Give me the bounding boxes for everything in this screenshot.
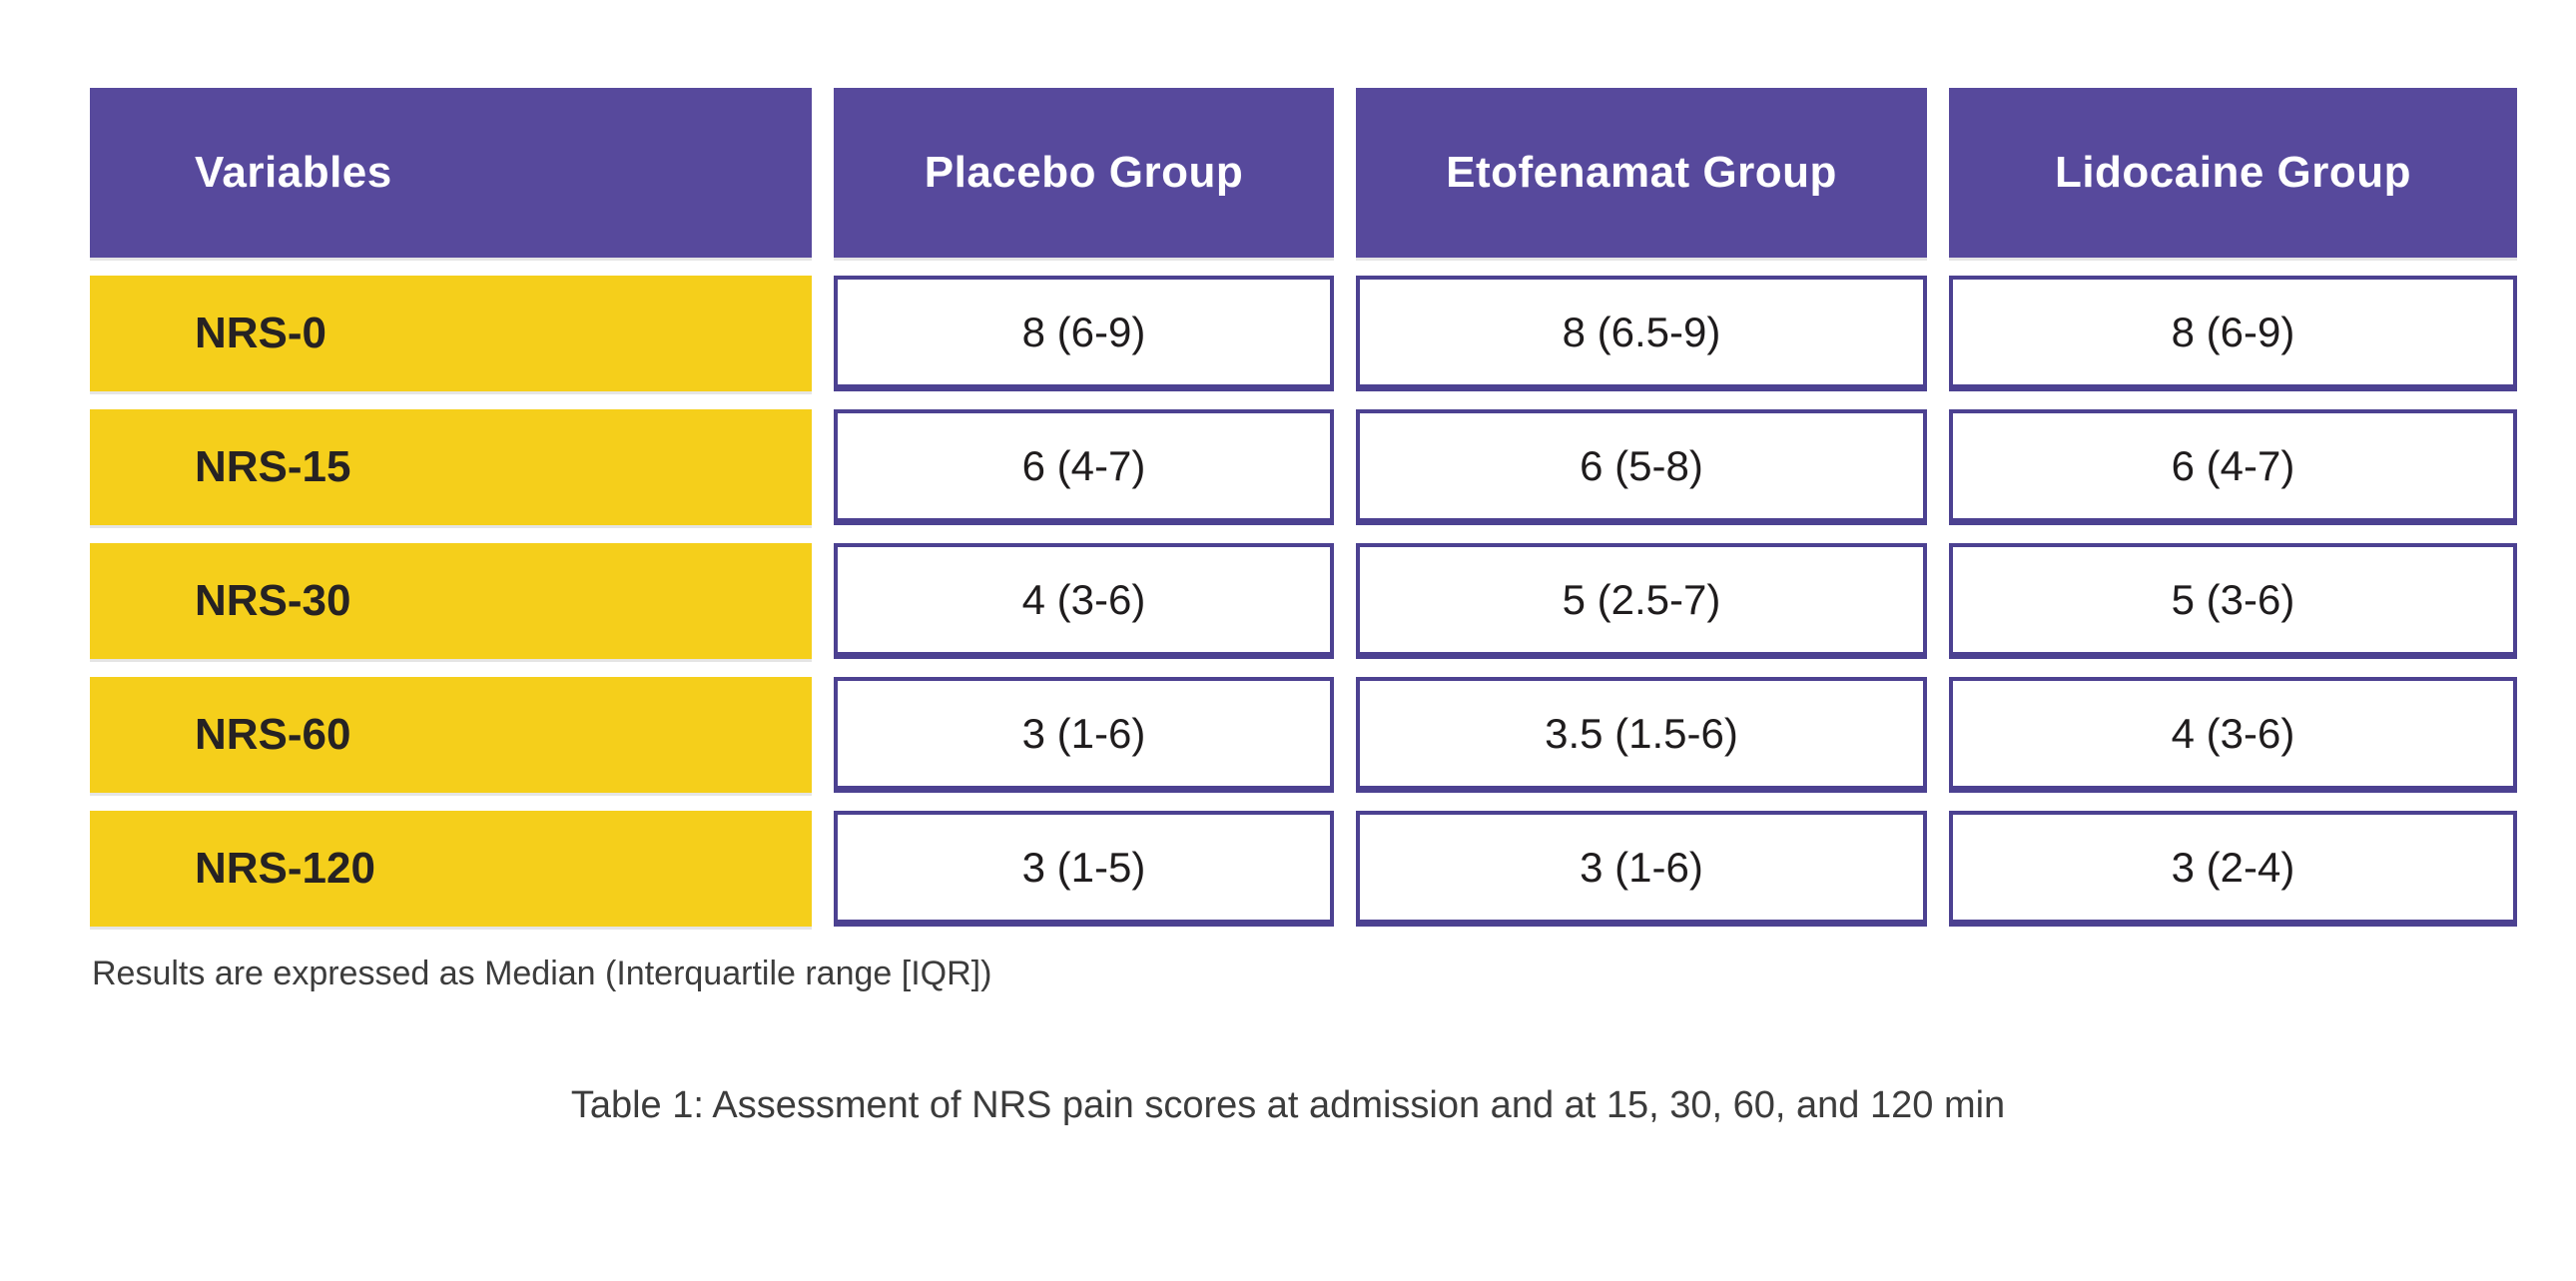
cell-nrs-60-etofenamat: 3.5 (1.5-6) (1356, 677, 1927, 793)
cell-nrs-0-placebo: 8 (6-9) (834, 276, 1334, 391)
row-label-nrs-60: NRS-60 (90, 677, 812, 793)
column-header-placebo-group: Placebo Group (834, 88, 1334, 258)
cell-nrs-15-etofenamat: 6 (5-8) (1356, 409, 1927, 525)
row-label-nrs-30: NRS-30 (90, 543, 812, 659)
cell-nrs-30-placebo: 4 (3-6) (834, 543, 1334, 659)
table-footnote: Results are expressed as Median (Interqu… (92, 955, 992, 992)
row-label-nrs-0: NRS-0 (90, 276, 812, 391)
table-caption: Table 1: Assessment of NRS pain scores a… (570, 1084, 2006, 1126)
cell-nrs-0-lidocaine: 8 (6-9) (1949, 276, 2517, 391)
row-label-nrs-15: NRS-15 (90, 409, 812, 525)
cell-nrs-60-placebo: 3 (1-6) (834, 677, 1334, 793)
row-label-nrs-120: NRS-120 (90, 811, 812, 927)
cell-nrs-15-lidocaine: 6 (4-7) (1949, 409, 2517, 525)
cell-nrs-120-lidocaine: 3 (2-4) (1949, 811, 2517, 927)
column-header-variables: Variables (90, 88, 812, 258)
column-header-lidocaine-group: Lidocaine Group (1949, 88, 2517, 258)
cell-nrs-30-etofenamat: 5 (2.5-7) (1356, 543, 1927, 659)
cell-nrs-15-placebo: 6 (4-7) (834, 409, 1334, 525)
cell-nrs-60-lidocaine: 4 (3-6) (1949, 677, 2517, 793)
cell-nrs-0-etofenamat: 8 (6.5-9) (1356, 276, 1927, 391)
cell-nrs-120-etofenamat: 3 (1-6) (1356, 811, 1927, 927)
column-header-etofenamat-group: Etofenamat Group (1356, 88, 1927, 258)
cell-nrs-30-lidocaine: 5 (3-6) (1949, 543, 2517, 659)
cell-nrs-120-placebo: 3 (1-5) (834, 811, 1334, 927)
nrs-pain-scores-table: Variables Placebo Group Etofenamat Group… (90, 88, 2517, 927)
